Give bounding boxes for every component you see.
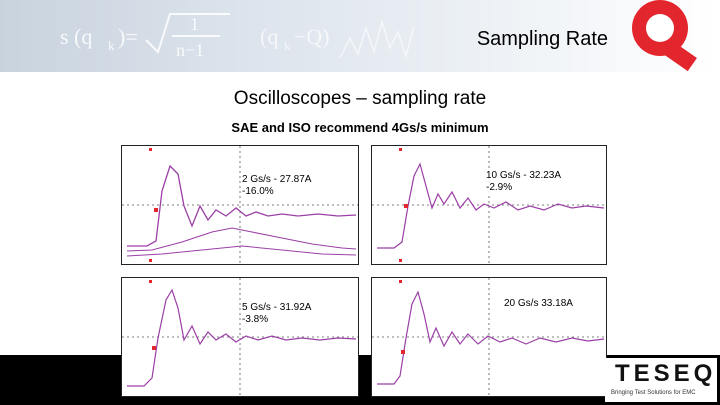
svg-text:k: k [284,38,291,53]
scope-trace-20gs [372,278,606,396]
header-banner: s (q k )= 1 n−1 (q k −Q) Sampling Rate [0,0,720,72]
slide-title: Sampling Rate [476,28,608,50]
scope-panel-5gs: 5 Gs/s - 31.92A -3.8% [121,277,359,397]
scope-panel-10gs: 10 Gs/s - 32.23A -2.9% [371,145,607,265]
scope-panel-2gs: 2 Gs/s - 27.87A -16.0% [121,145,359,265]
svg-text:−Q): −Q) [294,24,330,49]
brand-name: TESEQ [615,360,717,387]
svg-text:n−1: n−1 [176,40,204,60]
scope-trace-2gs [122,146,358,264]
slide-subheading: SAE and ISO recommend 4Gs/s minimum [231,120,489,135]
svg-text:(q: (q [260,24,278,49]
svg-text:k: k [108,38,115,53]
panel-label: 10 Gs/s - 32.23A -2.9% [486,170,562,194]
svg-text:1: 1 [190,14,199,34]
scope-trace-10gs [372,146,606,264]
slide-heading: Oscilloscopes – sampling rate [233,88,487,109]
panel-label: 5 Gs/s - 31.92A -3.8% [242,302,312,326]
scope-panel-20gs: 20 Gs/s 33.18A [371,277,607,397]
brand-tagline: Bringing Test Solutions for EMC [611,390,696,396]
panel-label: 2 Gs/s - 27.87A -16.0% [242,174,312,198]
panel-label: 20 Gs/s 33.18A [504,298,573,310]
formula-decoration: s (q k )= 1 n−1 (q k −Q) [60,13,415,60]
logo-ring-icon [632,0,697,72]
svg-text:s (q: s (q [60,24,92,49]
scope-trace-5gs [122,278,358,396]
teseq-logo: TESEQ Bringing Test Solutions for EMC [605,358,717,402]
svg-text:)=: )= [118,24,138,49]
